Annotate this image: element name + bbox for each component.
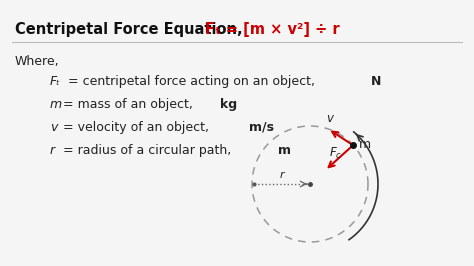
Text: v: v (50, 121, 57, 134)
Text: = velocity of an object,: = velocity of an object, (59, 121, 213, 134)
Text: kg: kg (219, 98, 237, 111)
Text: N: N (371, 75, 381, 88)
Text: = mass of an object,: = mass of an object, (59, 98, 197, 111)
Text: Centripetal Force Equation,: Centripetal Force Equation, (15, 22, 248, 37)
Text: m: m (359, 138, 371, 151)
Text: r: r (50, 144, 55, 157)
Text: m: m (50, 98, 62, 111)
Text: = centripetal force acting on an object,: = centripetal force acting on an object, (64, 75, 319, 88)
Text: Fₜ: Fₜ (50, 75, 61, 88)
Text: v: v (327, 112, 333, 125)
Text: m/s: m/s (249, 121, 274, 134)
Text: $F_c$: $F_c$ (329, 146, 342, 161)
Text: Fₜ = [m × v²] ÷ r: Fₜ = [m × v²] ÷ r (205, 22, 340, 37)
Text: = radius of a circular path,: = radius of a circular path, (59, 144, 235, 157)
Text: Where,: Where, (15, 55, 60, 68)
Text: m: m (278, 144, 291, 157)
Text: r: r (280, 170, 284, 180)
